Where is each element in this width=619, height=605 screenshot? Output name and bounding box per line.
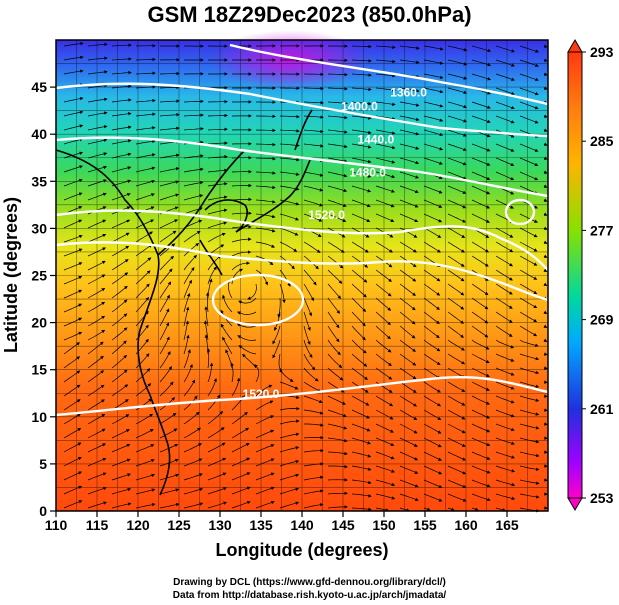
x-tick-label: 135	[249, 517, 273, 533]
colorbar-tick-label: 293	[590, 44, 614, 60]
y-tick-label: 25	[31, 268, 47, 284]
credit-drawing: Drawing by DCL (https://www.gfd-dennou.o…	[173, 577, 446, 588]
x-tick-label: 110	[45, 517, 68, 533]
colorbar-bar	[567, 51, 583, 499]
y-axis-ticks: 0 5 10 15 20 25 30 35 40 45	[31, 79, 56, 519]
x-axis-label: Longitude (degrees)	[215, 540, 388, 560]
y-tick-label: 0	[39, 503, 47, 519]
y-tick-label: 35	[31, 173, 47, 189]
x-tick-label: 115	[86, 517, 109, 533]
y-axis-label: Latitude (degrees)	[1, 197, 21, 353]
x-tick-label: 160	[454, 517, 478, 533]
y-tick-label: 15	[31, 362, 47, 378]
x-tick-label: 130	[208, 517, 232, 533]
contour-labels: 1360.0 1400.0 1440.0 1480.0 1520.0 1520.0	[243, 86, 428, 401]
x-axis-ticks: 110 115 120 125 130 135 140 145 150 155 160 165	[45, 511, 519, 533]
y-tick-label: 30	[31, 220, 47, 236]
contour-label: 1480.0	[349, 166, 386, 180]
x-tick-label: 155	[413, 517, 437, 533]
x-tick-label: 145	[331, 517, 355, 533]
colorbar: 293 285 277 269 261 253	[567, 39, 614, 511]
contour-label: 1360.0	[390, 86, 427, 100]
colorbar-max-arrow	[567, 39, 583, 53]
y-tick-label: 45	[31, 79, 47, 95]
y-tick-label: 10	[31, 409, 47, 425]
lat-lon-grid	[56, 40, 548, 511]
y-tick-label: 5	[39, 456, 47, 472]
contour-label: 1440.0	[357, 133, 394, 147]
contour-label: 1520.0	[243, 387, 280, 401]
contour-label: 1400.0	[341, 100, 378, 114]
credit-data: Data from http://database.rish.kyoto-u.a…	[172, 590, 447, 601]
x-tick-label: 125	[167, 517, 191, 533]
streamlines	[63, 41, 548, 513]
x-tick-label: 120	[126, 517, 150, 533]
colorbar-ticks: 293 285 277 269 261 253	[582, 44, 614, 506]
colorbar-tick-label: 277	[590, 222, 614, 238]
y-tick-label: 20	[31, 315, 47, 331]
colorbar-tick-label: 253	[590, 490, 614, 506]
x-tick-label: 165	[495, 517, 519, 533]
x-tick-label: 150	[372, 517, 396, 533]
geopotential-contours	[55, 43, 549, 417]
colorbar-tick-label: 269	[590, 312, 614, 328]
y-tick-label: 40	[31, 126, 47, 142]
figure-title: GSM 18Z29Dec2023 (850.0hPa)	[147, 2, 472, 27]
colorbar-min-arrow	[567, 497, 583, 511]
x-tick-label: 140	[290, 517, 314, 533]
contour-label: 1520.0	[308, 208, 345, 222]
colorbar-tick-label: 261	[590, 401, 614, 417]
colorbar-tick-label: 285	[590, 133, 614, 149]
